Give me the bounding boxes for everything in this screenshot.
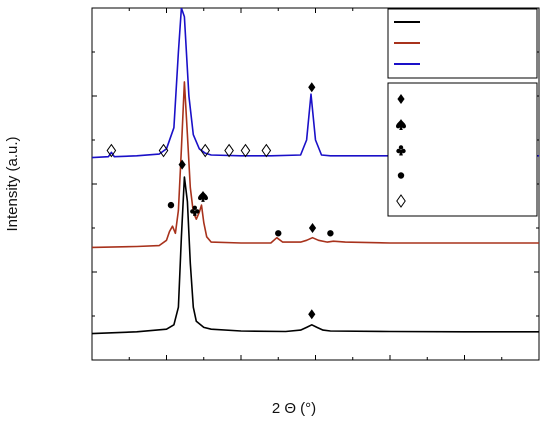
- x-axis-title: 2 Θ (°): [272, 400, 316, 417]
- peak-marker: [178, 159, 186, 170]
- peak-marker: [275, 230, 282, 237]
- spade-icon: [198, 190, 209, 202]
- diamond-filled-icon: [308, 309, 316, 320]
- circle-icon: [327, 230, 334, 237]
- peak-marker: [198, 190, 209, 202]
- circle-icon: [167, 201, 175, 209]
- series-line-0: [92, 176, 539, 335]
- phase-legend-symbol: [397, 172, 405, 179]
- diamond-open-icon: [106, 143, 117, 158]
- peak-marker: [261, 143, 272, 158]
- club-icon: [195, 209, 200, 214]
- phase-legend-box: [387, 82, 538, 217]
- club-icon: [398, 145, 404, 150]
- circle-icon: [275, 230, 282, 237]
- y-axis-title: Intensity (a.u.): [4, 136, 21, 231]
- peak-marker: [167, 201, 175, 209]
- peak-marker: [224, 143, 234, 158]
- peak-marker: [327, 230, 334, 237]
- diamond-filled-icon: [308, 82, 316, 93]
- peak-marker: [308, 309, 316, 320]
- club-icon: [399, 150, 403, 156]
- phase-legend-symbol: [397, 94, 405, 104]
- diamond-filled-icon: [397, 94, 405, 104]
- phase-legend-symbol: [396, 145, 406, 156]
- peak-marker: [308, 223, 317, 233]
- series-lines: [92, 8, 539, 335]
- diamond-filled-icon: [308, 223, 317, 233]
- peak-marker: [158, 143, 169, 158]
- peak-annotations: [106, 82, 334, 320]
- series-line-2: [92, 8, 539, 159]
- diamond-open-icon: [396, 194, 406, 208]
- diamond-filled-icon: [178, 159, 186, 170]
- diamond-open-icon: [200, 143, 211, 158]
- peak-marker: [200, 143, 211, 158]
- club-icon: [401, 148, 406, 154]
- club-icon: [190, 209, 195, 214]
- phase-legend-symbol: [396, 194, 406, 208]
- club-icon: [193, 210, 197, 216]
- diamond-open-icon: [224, 143, 234, 158]
- diamond-open-icon: [158, 143, 169, 158]
- phase-legend-symbol: [396, 119, 406, 130]
- peak-marker: [308, 82, 316, 93]
- club-icon: [192, 205, 198, 210]
- peak-marker: [106, 143, 117, 158]
- diamond-open-icon: [240, 143, 251, 158]
- peak-marker: [190, 205, 200, 216]
- series-line-1: [92, 81, 539, 249]
- club-icon: [396, 148, 401, 154]
- peak-marker: [240, 143, 251, 158]
- circle-icon: [397, 172, 405, 179]
- legends: [387, 8, 538, 217]
- spade-icon: [396, 119, 406, 130]
- diamond-open-icon: [261, 143, 272, 158]
